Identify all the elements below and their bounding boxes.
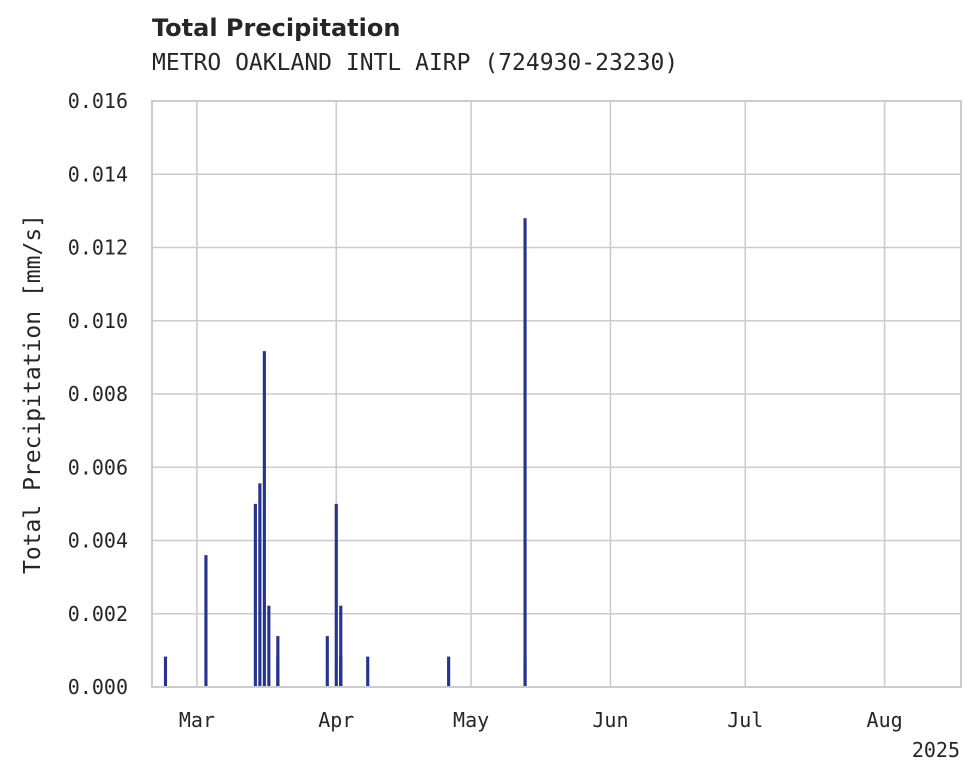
x-tick-label: Aug	[867, 708, 903, 732]
grid-lines	[152, 100, 961, 688]
chart-title: Total Precipitation	[152, 14, 401, 42]
x-tick-label: Jul	[727, 708, 763, 732]
chart-subtitle: METRO OAKLAND INTL AIRP (724930-23230)	[152, 50, 679, 76]
x-tick-label: Mar	[179, 708, 215, 732]
y-axis-label: Total Precipitation [mm/s]	[20, 214, 46, 574]
precipitation-bar	[339, 605, 343, 687]
y-tick-label: 0.012	[68, 236, 128, 260]
y-tick-label: 0.010	[68, 309, 128, 333]
x-tick-label: May	[453, 708, 489, 732]
y-tick-label: 0.016	[68, 89, 128, 113]
precipitation-bar	[258, 483, 262, 687]
y-tick-label: 0.014	[68, 162, 128, 186]
y-tick-labels: 0.000 0.002 0.004 0.006 0.008 0.010 0.012 0.014…	[68, 89, 128, 699]
year-label: 2025	[912, 738, 960, 762]
precipitation-bar	[267, 605, 271, 687]
x-tick-labels: Mar Apr May Jun Jul Aug	[179, 708, 903, 732]
y-tick-label: 0.000	[68, 675, 128, 699]
bar-series	[163, 218, 527, 687]
precipitation-bar	[325, 636, 329, 687]
precipitation-bar	[523, 656, 527, 687]
precipitation-bar	[366, 656, 370, 687]
precipitation-bar	[163, 656, 168, 687]
x-tick-label: Apr	[318, 708, 354, 732]
precipitation-bar	[253, 503, 257, 687]
x-tick-label: Jun	[592, 708, 628, 732]
plot-frame	[151, 100, 962, 688]
y-tick-label: 0.008	[68, 382, 128, 406]
precipitation-bar	[276, 636, 280, 687]
precipitation-bar	[523, 218, 527, 687]
y-tick-label: 0.006	[68, 455, 128, 479]
precipitation-bar	[447, 656, 451, 687]
precipitation-bar	[339, 656, 343, 687]
precipitation-bar	[262, 351, 266, 687]
y-tick-label: 0.004	[68, 529, 128, 553]
y-tick-label: 0.002	[68, 602, 128, 626]
precipitation-bar	[204, 555, 208, 687]
precipitation-bar	[334, 503, 338, 687]
